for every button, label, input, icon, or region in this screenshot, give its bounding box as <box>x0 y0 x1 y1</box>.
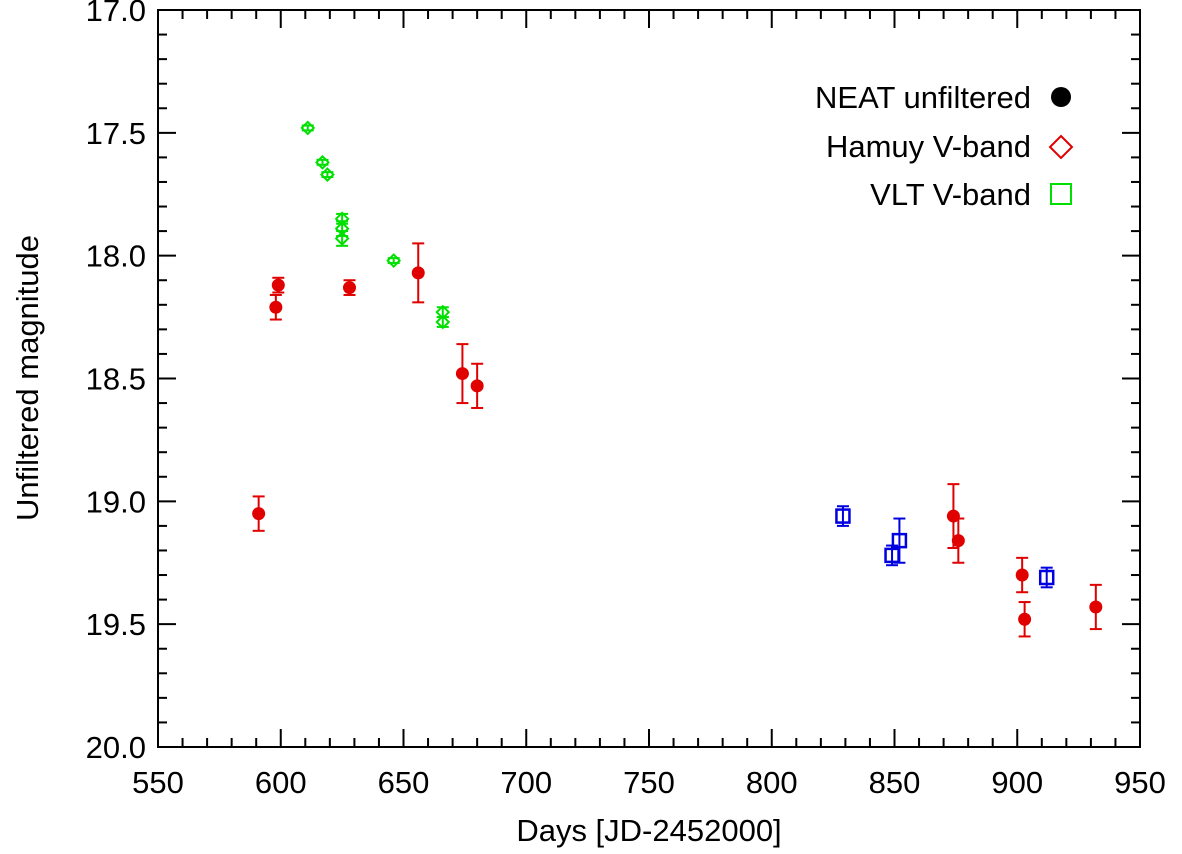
plot-frame <box>157 9 1141 748</box>
data-point <box>951 517 965 564</box>
data-point <box>891 517 908 564</box>
y-tick-label: 17.5 <box>86 116 146 151</box>
marker-filled-circle <box>271 278 285 292</box>
data-point <box>470 362 484 409</box>
data-points <box>252 120 1103 638</box>
marker-open-diamond <box>319 167 335 183</box>
data-point <box>835 505 851 527</box>
x-tick-label: 700 <box>500 765 552 800</box>
legend-marker-open-square <box>1050 183 1072 205</box>
marker-open-diamond <box>300 120 316 136</box>
marker-filled-circle <box>269 300 283 314</box>
legend: NEAT unfiltered Hamuy V-band VLT V-band <box>815 80 1074 212</box>
legend-label-hamuy: Hamuy V-band <box>826 129 1031 164</box>
data-point <box>252 495 266 532</box>
marker-filled-circle <box>1089 600 1103 614</box>
y-tick-label: 18.0 <box>86 239 146 274</box>
data-point <box>386 253 402 268</box>
marker-filled-circle <box>1018 612 1032 626</box>
marker-open-square <box>835 508 851 524</box>
marker-open-diamond <box>435 314 451 330</box>
marker-open-diamond <box>315 154 330 170</box>
x-tick-label: 600 <box>255 765 307 800</box>
x-tick-label: 850 <box>869 765 921 800</box>
data-point <box>271 276 285 294</box>
legend-label-neat: NEAT unfiltered <box>815 80 1031 115</box>
data-point <box>300 120 316 136</box>
x-tick-label: 550 <box>132 765 184 800</box>
legend-marker-filled-circle <box>1051 87 1071 107</box>
y-tick-label: 18.5 <box>86 362 146 397</box>
x-tick-label: 800 <box>746 765 798 800</box>
x-tick-label: 750 <box>623 765 675 800</box>
marker-filled-circle <box>252 507 266 521</box>
legend-label-vlt: VLT V-band <box>870 177 1031 212</box>
y-tick-label: 19.0 <box>86 484 146 519</box>
data-point <box>319 167 335 183</box>
data-point <box>435 314 451 330</box>
data-point <box>315 154 330 170</box>
marker-filled-circle <box>342 281 356 295</box>
marker-open-square <box>1038 569 1055 586</box>
marker-filled-circle <box>1015 568 1029 582</box>
marker-filled-circle <box>470 379 484 393</box>
y-tick-label: 17.0 <box>86 0 146 28</box>
marker-filled-circle <box>455 367 469 381</box>
data-point <box>1018 601 1032 638</box>
marker-open-diamond <box>386 253 402 268</box>
marker-filled-circle <box>411 266 425 280</box>
data-point <box>1089 583 1103 631</box>
x-tick-label: 950 <box>1114 765 1166 800</box>
data-point <box>1015 556 1029 594</box>
x-tick-label: 900 <box>991 765 1043 800</box>
marker-open-diamond <box>334 231 350 246</box>
marker-filled-circle <box>951 534 965 548</box>
y-axis-title: Unfiltered magnitude <box>10 235 45 521</box>
x-axis-title: Days [JD-2452000] <box>516 813 781 848</box>
y-tick-label: 20.0 <box>86 730 146 765</box>
y-tick-label: 19.5 <box>86 607 146 642</box>
data-point <box>269 293 283 321</box>
data-point <box>334 230 350 247</box>
marker-open-square <box>891 532 908 549</box>
data-point <box>342 279 356 296</box>
data-point <box>411 242 425 304</box>
data-point <box>1038 566 1055 589</box>
legend-marker-open-diamond <box>1048 134 1074 160</box>
x-tick-label: 650 <box>378 765 430 800</box>
axis-ticks <box>157 9 1141 748</box>
axis-tick-labels: 550 600 650 700 750 800 850 900 950 17.0 17.5 18.0 1… <box>86 0 1166 800</box>
data-point <box>455 343 469 405</box>
